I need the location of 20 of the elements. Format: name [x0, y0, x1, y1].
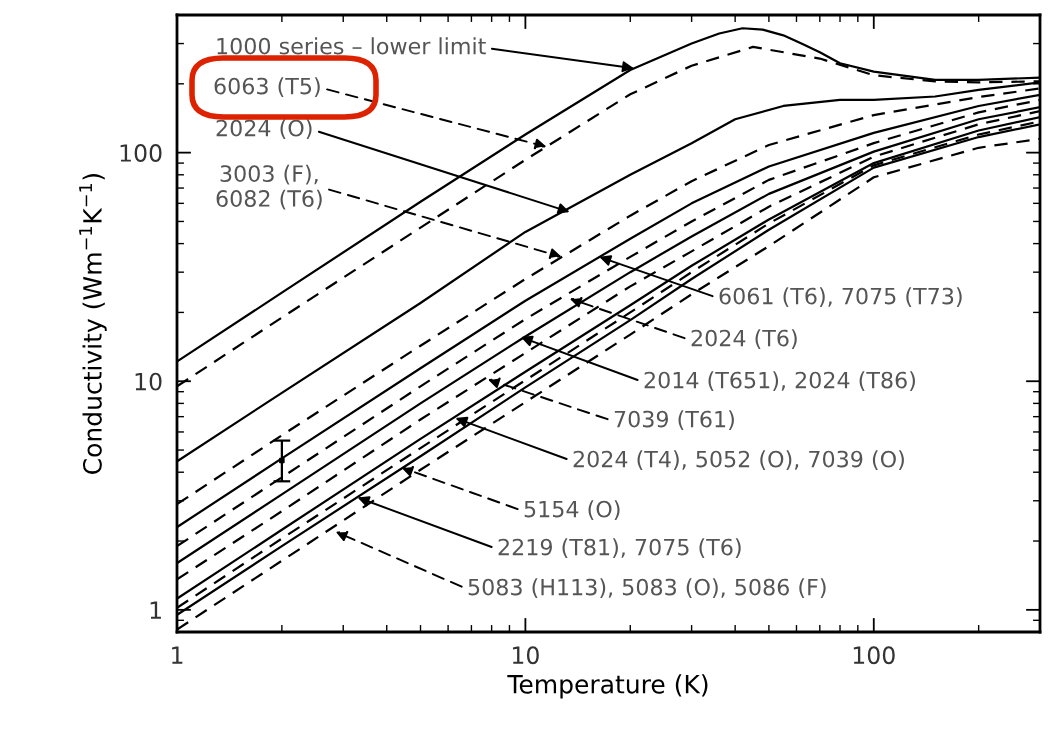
y-tick-label: 100: [120, 144, 162, 162]
annotation: 2024 (T6): [691, 329, 797, 350]
annotation: 6063 (T5): [214, 77, 320, 98]
y-tick-label: 1: [150, 601, 161, 619]
x-tick-label: 10: [512, 646, 539, 665]
annotation: 2024 (T4), 5052 (O), 7039 (O): [573, 450, 904, 471]
y-axis-title: Conductivity (Wm$^{−1}$K$^{−1}$): [79, 174, 107, 474]
x-axis-title: Temperature (K): [507, 674, 708, 699]
annotation: 3003 (F), 6082 (T6): [216, 164, 322, 210]
annotation: 7039 (T61): [614, 410, 734, 431]
x-tick-label: 100: [853, 646, 895, 665]
x-tick-label: 1: [172, 646, 183, 664]
annotation: 1000 series – lower limit: [217, 37, 486, 55]
annotation: 5154 (O): [524, 500, 620, 521]
annotation: 6061 (T6), 7075 (T73): [719, 287, 962, 308]
y-tick-label: 10: [135, 372, 162, 391]
annotation: 2014 (T651), 2024 (T86): [644, 371, 915, 392]
annotation: 2024 (O): [216, 119, 312, 140]
annotation: 2219 (T81), 7075 (T6): [498, 538, 741, 559]
annotation: 5083 (H113), 5083 (O), 5086 (F): [468, 578, 826, 599]
